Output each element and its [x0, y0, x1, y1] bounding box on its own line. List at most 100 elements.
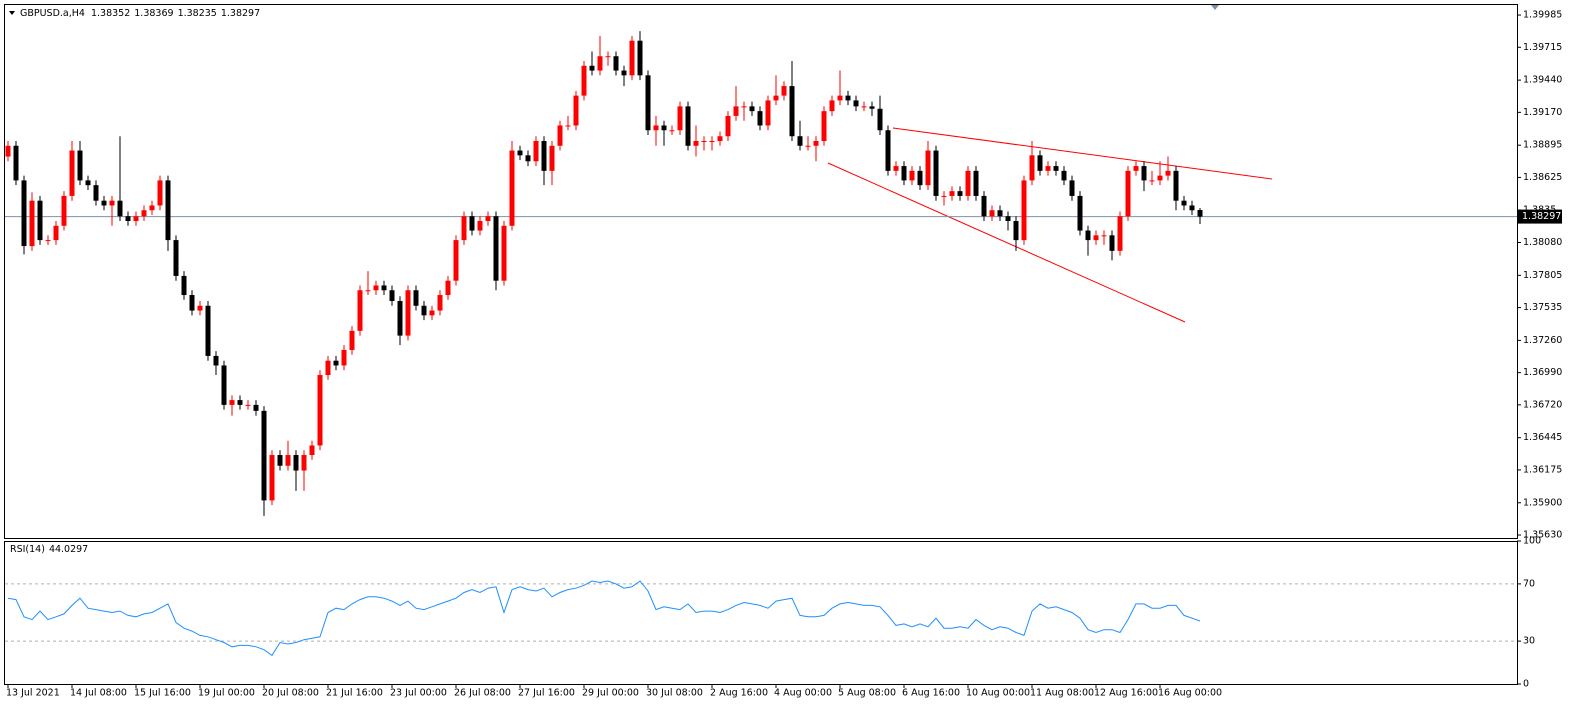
candle-body [949, 191, 955, 196]
rsi-line [7, 580, 1201, 657]
header-high: 1.38369 [134, 8, 173, 19]
candle-body [501, 225, 507, 281]
x-tick-label: 14 Jul 08:00 [70, 688, 127, 699]
candle-body [21, 180, 27, 247]
x-tick-label: 13 Jul 2021 [6, 688, 60, 699]
candle-body [1189, 205, 1195, 211]
candle-body [453, 240, 459, 281]
candle-body [1053, 166, 1059, 171]
candle-body [805, 145, 811, 147]
candle-body [853, 100, 859, 107]
y-tick-label: 1.39985 [1523, 10, 1562, 21]
candle-body [317, 375, 323, 446]
x-tick-label: 16 Aug 00:00 [1158, 688, 1222, 699]
candle-body [45, 240, 51, 242]
candle-body [837, 95, 843, 101]
candle-body [573, 95, 579, 126]
candle-body [381, 285, 387, 291]
candle-body [965, 170, 971, 196]
candle-body [1173, 170, 1179, 201]
candle-body [781, 86, 787, 96]
rsi-title: RSI(14) [10, 544, 45, 555]
y-tick-label: 1.37535 [1523, 302, 1562, 313]
candle-body [1013, 220, 1019, 241]
candle-body [741, 106, 747, 108]
candle-body [477, 220, 483, 231]
rsi-tick-label: 0 [1523, 679, 1529, 690]
candle-body [693, 140, 699, 146]
candle-body [1093, 235, 1099, 241]
header-low: 1.38235 [178, 8, 217, 19]
candle-body [733, 106, 739, 116]
candle-body [237, 400, 243, 405]
candle-body [349, 330, 355, 350]
candle-body [757, 111, 763, 126]
candle-body [861, 106, 867, 108]
candle-body [613, 56, 619, 71]
candle-body [661, 125, 667, 131]
plot-layer: 1.39985 1.39715 1.39440 1.39170 1.38895 1.386… [5, 10, 1562, 699]
x-tick-label: 29 Jul 00:00 [582, 688, 639, 699]
candle-body [829, 100, 835, 112]
candle-body [61, 195, 67, 226]
candle-body [1101, 235, 1107, 237]
candle-body [1197, 210, 1203, 217]
candle-body [597, 56, 603, 71]
candle-body [405, 290, 411, 336]
candle-body [541, 140, 547, 171]
candle-body [413, 290, 419, 306]
candle-body [565, 125, 571, 127]
candle-body [5, 145, 11, 157]
candle-body [901, 166, 907, 181]
x-tick-label: 10 Aug 00:00 [966, 688, 1030, 699]
x-tick-label: 30 Jul 08:00 [646, 688, 703, 699]
candle-body [925, 150, 931, 186]
candle-body [1133, 166, 1139, 171]
x-tick-label: 12 Aug 16:00 [1094, 688, 1158, 699]
rsi-tick-label: 100 [1523, 536, 1541, 547]
candle-body [29, 200, 35, 247]
candle-body [445, 280, 451, 296]
candle-body [197, 305, 203, 311]
candle-body [749, 106, 755, 112]
y-tick-label: 1.38080 [1523, 237, 1562, 248]
candle-body [149, 205, 155, 211]
candle-body [213, 355, 219, 366]
x-tick-label: 6 Aug 16:00 [902, 688, 960, 699]
candle-body [509, 150, 515, 226]
candle-body [461, 216, 467, 241]
candle-body [1117, 216, 1123, 251]
candle-body [637, 40, 643, 76]
candle-body [1045, 166, 1051, 171]
rsi-tick-label: 30 [1523, 636, 1535, 647]
candle-body [157, 180, 163, 206]
x-tick-label: 2 Aug 16:00 [710, 688, 768, 699]
candle-body [285, 455, 291, 466]
candle-body [621, 70, 627, 76]
candle-body [1005, 216, 1011, 221]
candle-body [629, 40, 635, 76]
x-tick-label: 15 Jul 16:00 [134, 688, 191, 699]
rsi-tick-label: 70 [1523, 578, 1535, 589]
candle-body [557, 125, 563, 146]
candle-body [941, 195, 947, 197]
candle-body [957, 191, 963, 196]
candle-body [677, 106, 683, 131]
candle-body [493, 216, 499, 281]
candle-body [789, 86, 795, 137]
y-tick-label: 1.35900 [1523, 497, 1562, 508]
x-tick-label: 20 Jul 08:00 [262, 688, 319, 699]
candle-body [205, 305, 211, 356]
candle-body [549, 145, 555, 171]
symbol-menu-icon[interactable] [9, 11, 15, 15]
candle-body [277, 455, 283, 466]
candle-body [821, 111, 827, 141]
candle-body [909, 170, 915, 181]
candle-body [373, 285, 379, 291]
candle-body [325, 360, 331, 376]
candle-body [13, 145, 19, 181]
candle-body [469, 216, 475, 231]
candle-body [581, 65, 587, 96]
candle-body [1157, 175, 1163, 181]
